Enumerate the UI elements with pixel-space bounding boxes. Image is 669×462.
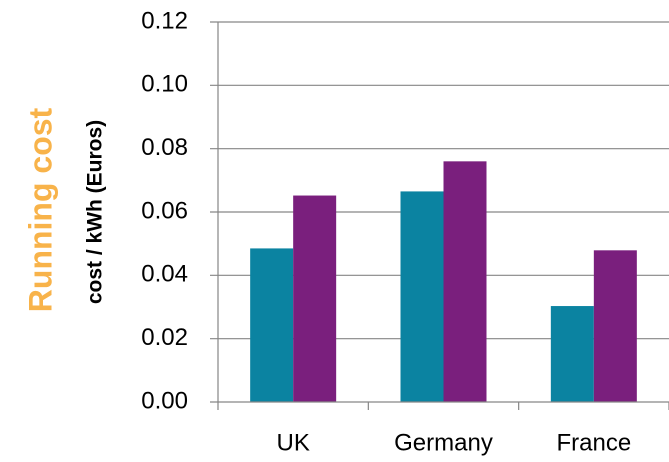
bar: [443, 161, 487, 402]
y-axis-label: cost / kWh (Euros): [84, 120, 107, 304]
y-tick-label: 0.08: [141, 134, 188, 161]
y-tick-label: 0.00: [141, 387, 188, 414]
y-tick-label: 0.04: [141, 261, 188, 288]
bar: [250, 248, 294, 402]
side-title: Running cost: [22, 107, 58, 312]
bars: [250, 161, 637, 402]
y-tick-label: 0.12: [141, 7, 188, 34]
x-category-label: Germany: [394, 429, 493, 456]
bar: [400, 191, 444, 402]
tick-labels: 0.00 0.02 0.04 0.06 0.08 0.10 0.12 UK Germany Fra…: [141, 7, 631, 456]
y-tick-label: 0.02: [141, 324, 188, 351]
y-tick-label: 0.06: [141, 197, 188, 224]
x-category-label: UK: [276, 429, 309, 456]
bar: [550, 306, 594, 402]
axes: [210, 22, 669, 410]
bar: [593, 250, 637, 402]
bar: [293, 195, 337, 402]
y-tick-label: 0.10: [141, 71, 188, 98]
x-category-label: France: [556, 429, 631, 456]
